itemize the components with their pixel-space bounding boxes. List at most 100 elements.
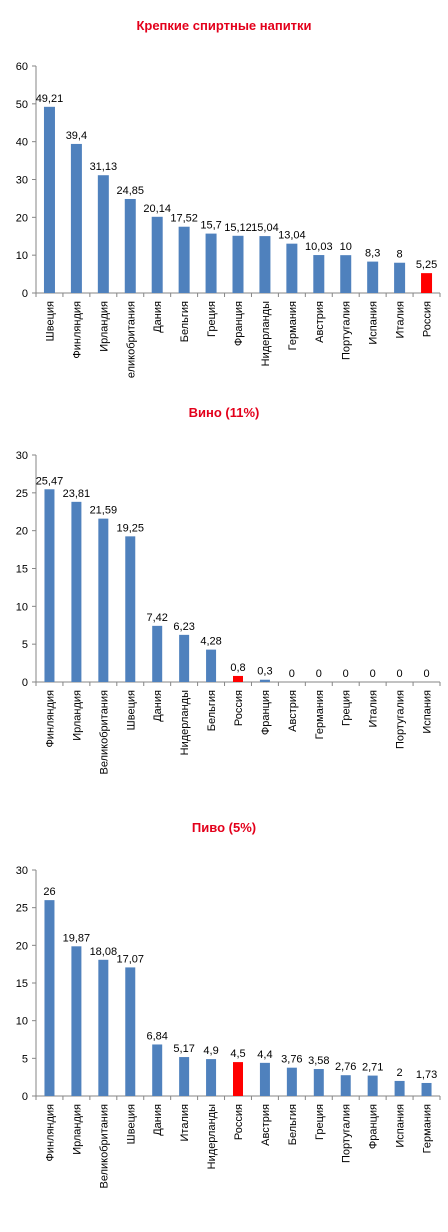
y-tick-label: 0 <box>22 1091 28 1103</box>
y-tick-label: 0 <box>22 288 28 300</box>
data-label: 2 <box>397 1067 403 1079</box>
data-label: 8,3 <box>365 248 380 260</box>
data-label: 6,23 <box>173 621 194 633</box>
bar <box>259 236 271 293</box>
data-label: 49,21 <box>36 93 64 105</box>
bar <box>152 1044 163 1096</box>
x-tick-label: Греция <box>341 690 353 726</box>
y-tick-label: 15 <box>16 564 28 576</box>
x-tick-label: Австрия <box>314 301 326 343</box>
bar <box>178 226 190 293</box>
x-tick-label: Дания <box>152 690 164 722</box>
x-tick-label: Бельгия <box>206 690 218 731</box>
bar <box>44 489 55 682</box>
chart-beer: Пиво (5%) 0 5 10 15 20 25 30 26 Финляндия 19,87 Ир… <box>0 820 448 1217</box>
x-tick-label: Бельгия <box>287 1104 299 1145</box>
bar <box>421 1082 432 1096</box>
data-label: 3,76 <box>281 1054 302 1066</box>
data-label: 0 <box>423 668 429 680</box>
y-tick-label: 40 <box>16 137 28 149</box>
bar <box>259 679 270 682</box>
x-tick-label: Финляндия <box>71 301 83 359</box>
data-label: 20,14 <box>143 203 171 215</box>
x-tick-label: Швеция <box>44 301 56 341</box>
chart-spirits-plot: 0 10 20 30 40 50 60 49,21 Швеция 39,4 Финляндия 31,… <box>16 61 441 378</box>
data-label: 0 <box>289 668 295 680</box>
x-tick-label: Франция <box>260 690 272 735</box>
bar <box>367 261 379 293</box>
bar <box>205 233 217 293</box>
x-tick-label: Италия <box>368 690 380 728</box>
y-tick-label: 50 <box>16 99 28 111</box>
data-label: 17,52 <box>170 213 198 225</box>
data-label: 7,42 <box>146 612 167 624</box>
data-label: 26 <box>43 886 55 898</box>
data-label: 24,85 <box>117 185 145 197</box>
x-tick-label: Португалия <box>395 690 407 749</box>
data-label: 15,04 <box>251 222 279 234</box>
bar <box>313 255 325 293</box>
data-label: 0 <box>370 668 376 680</box>
data-label: 18,08 <box>90 946 118 958</box>
bar <box>232 235 244 293</box>
y-tick-label: 30 <box>16 175 28 187</box>
data-label: 19,87 <box>63 932 91 944</box>
x-tick-label: Италия <box>395 301 407 339</box>
x-tick-label: Великобритания <box>98 690 110 775</box>
x-tick-label: Италия <box>179 1104 191 1142</box>
data-label: 0,8 <box>230 662 245 674</box>
bar <box>179 634 190 682</box>
y-tick-label: 25 <box>16 488 28 500</box>
y-tick-label: 60 <box>16 61 28 73</box>
data-label: 6,84 <box>146 1030 167 1042</box>
bar <box>98 518 109 682</box>
chart-spirits: Крепкие спиртные напитки 0 10 20 30 40 50 60 49… <box>0 18 448 398</box>
x-tick-label: Бельгия <box>179 301 191 342</box>
chart-wine-plot: 0 5 10 15 20 25 30 25,47 Финляндия 23,81 Ирландия 2… <box>16 450 441 775</box>
bar <box>97 175 109 293</box>
x-tick-label: Дания <box>152 301 164 333</box>
bar <box>70 143 82 293</box>
x-tick-label: Нидерланды <box>206 1104 218 1169</box>
x-tick-label: Германия <box>287 301 299 350</box>
x-tick-label: Греция <box>206 301 218 337</box>
x-tick-label: Австрия <box>287 690 299 732</box>
bar <box>367 1075 378 1096</box>
data-label: 17,07 <box>117 953 145 965</box>
chart-beer-plot: 0 5 10 15 20 25 30 26 Финляндия 19,87 Ирландия 18,0… <box>16 865 441 1189</box>
bar <box>206 649 217 682</box>
bar <box>394 1080 405 1096</box>
x-tick-label: Греция <box>314 1104 326 1140</box>
x-tick-label: Финляндия <box>44 1104 56 1162</box>
x-tick-label: Нидерланды <box>260 301 272 366</box>
data-label: 15,7 <box>200 220 221 232</box>
bar <box>421 273 433 293</box>
data-label: 15,12 <box>224 222 252 234</box>
data-label: 4,28 <box>200 636 221 648</box>
bar <box>286 243 298 293</box>
data-label: 39,4 <box>66 130 87 142</box>
bar <box>286 1067 297 1096</box>
data-label: 5,25 <box>416 259 437 271</box>
bar <box>71 946 82 1096</box>
x-tick-label: Россия <box>422 301 434 337</box>
data-label: 0 <box>316 668 322 680</box>
x-tick-label: Испания <box>395 1104 407 1148</box>
y-tick-label: 30 <box>16 450 28 462</box>
bar <box>233 675 243 682</box>
chart-wine: Вино (11%) 0 5 10 15 20 25 30 25,47 Финляндия 23,… <box>0 405 448 805</box>
y-tick-label: 25 <box>16 903 28 915</box>
y-tick-label: 0 <box>22 677 28 689</box>
data-label: 3,58 <box>308 1055 329 1067</box>
x-tick-label: Швеция <box>125 1104 137 1144</box>
x-tick-label: Дания <box>152 1104 164 1136</box>
y-tick-label: 30 <box>16 865 28 877</box>
x-tick-label: Ирландия <box>71 1104 83 1155</box>
bar <box>259 1062 270 1096</box>
bar <box>151 216 163 293</box>
y-tick-label: 15 <box>16 978 28 990</box>
data-label: 1,73 <box>416 1069 437 1081</box>
bar <box>340 1075 351 1096</box>
x-tick-label: Великобритания <box>98 1104 110 1189</box>
bar <box>233 1062 243 1096</box>
